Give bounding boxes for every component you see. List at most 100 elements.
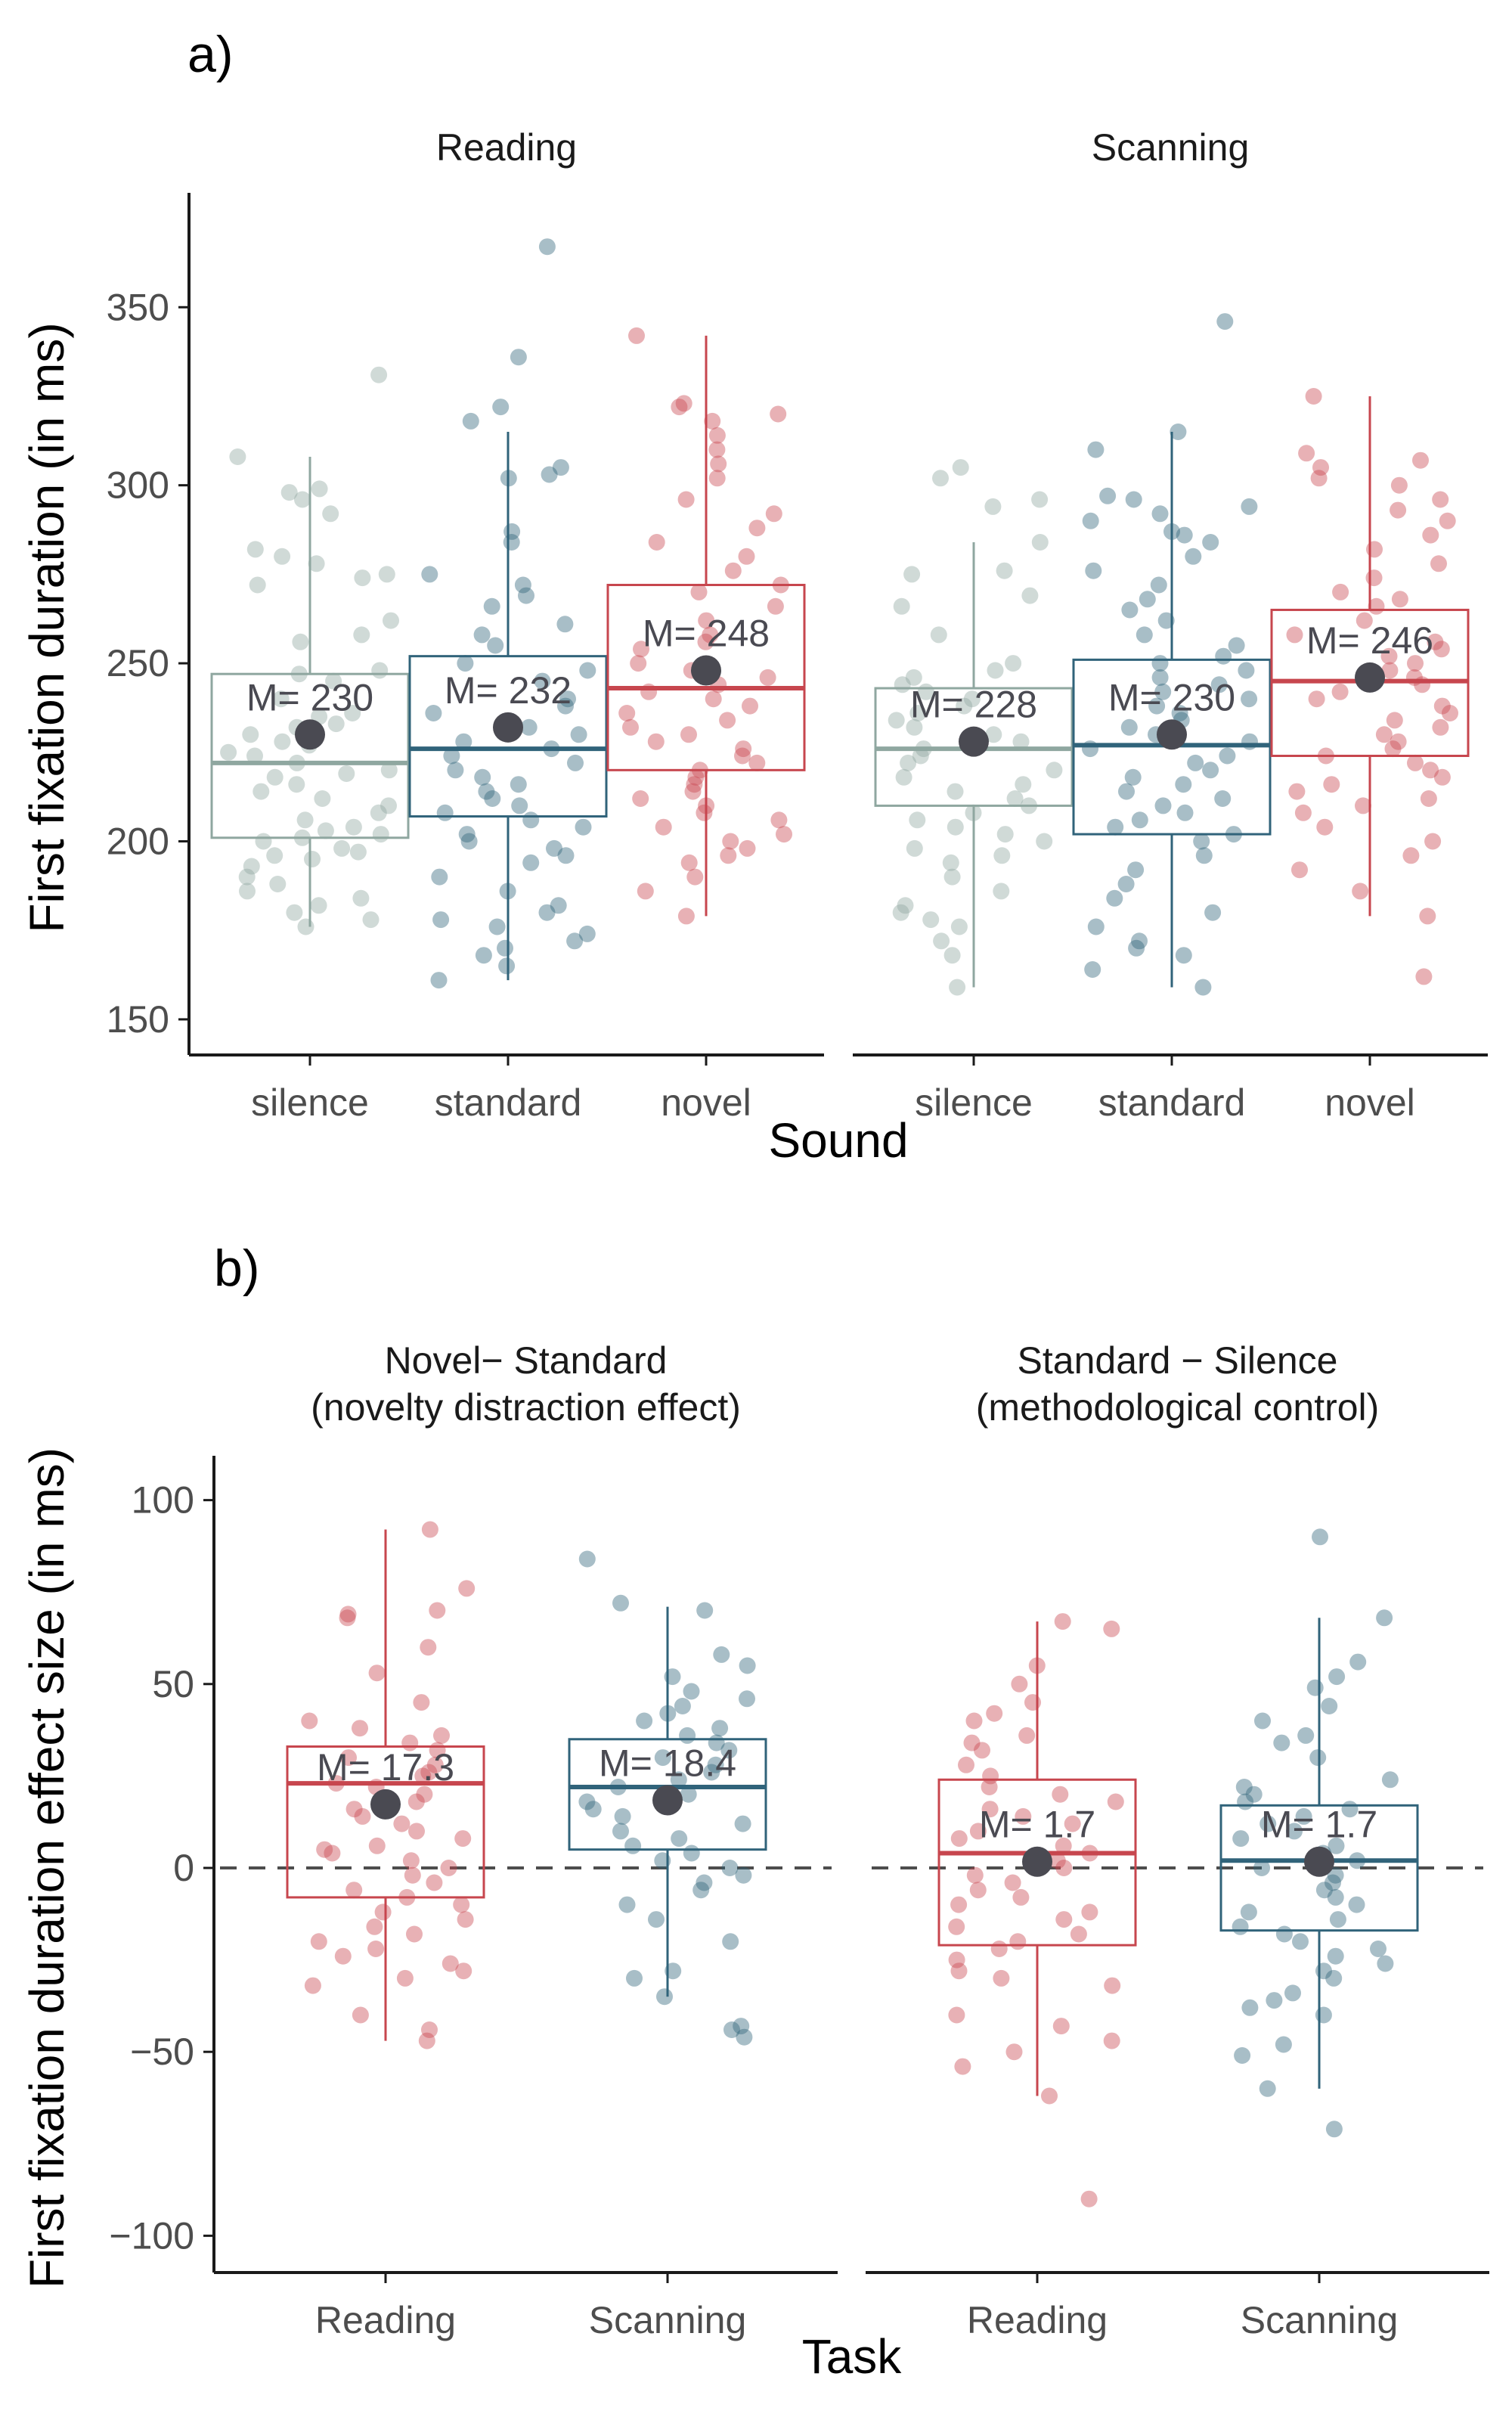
data-point	[696, 1602, 714, 1619]
data-point	[1107, 1793, 1124, 1810]
data-point	[711, 1720, 729, 1737]
data-point	[378, 566, 395, 583]
data-point	[702, 626, 719, 644]
data-point	[704, 412, 721, 430]
data-point	[671, 399, 688, 416]
data-point	[626, 1969, 643, 1987]
data-point	[974, 1742, 990, 1759]
data-point	[1163, 523, 1180, 540]
data-point	[253, 783, 270, 800]
data-point	[686, 868, 704, 886]
data-point	[1412, 451, 1429, 469]
data-point	[952, 459, 969, 476]
data-point	[1419, 908, 1436, 925]
data-point	[339, 1609, 356, 1627]
data-point	[765, 505, 782, 523]
data-point	[1055, 1860, 1073, 1876]
data-point	[366, 1918, 383, 1935]
data-point	[770, 811, 788, 829]
x-tick-label: standard	[435, 1081, 582, 1124]
data-point	[677, 491, 695, 508]
data-point	[340, 1749, 357, 1767]
data-point	[1254, 1712, 1271, 1730]
data-point	[1422, 762, 1439, 779]
data-point	[421, 566, 438, 583]
data-point	[905, 669, 922, 686]
data-point	[440, 1860, 457, 1876]
mean-point	[691, 655, 721, 686]
data-point	[996, 826, 1014, 843]
data-point	[503, 534, 520, 551]
data-point	[1157, 612, 1175, 629]
data-point	[993, 1969, 1010, 1987]
data-point	[965, 1712, 983, 1730]
data-point	[1232, 1830, 1250, 1848]
data-point	[986, 1705, 1003, 1722]
data-point	[677, 908, 695, 925]
data-point	[541, 466, 558, 483]
data-point	[333, 839, 351, 857]
data-point	[948, 1918, 965, 1935]
data-point	[687, 768, 705, 786]
data-point	[1193, 833, 1210, 850]
data-point	[958, 1756, 974, 1773]
data-point	[618, 705, 636, 721]
x-tick-label: novel	[1325, 1081, 1415, 1124]
data-point	[269, 876, 287, 892]
data-point	[443, 747, 460, 765]
mean-label: M= 230	[1108, 676, 1235, 718]
data-point	[1085, 562, 1102, 579]
data-point	[311, 480, 328, 498]
data-point	[1316, 818, 1334, 836]
data-point	[1124, 768, 1142, 786]
mean-label: M= 17.3	[317, 1746, 454, 1789]
mean-point	[1355, 662, 1385, 693]
data-point	[632, 790, 649, 807]
data-point	[675, 395, 692, 412]
data-point	[274, 733, 291, 750]
y-tick-label: 250	[107, 642, 169, 684]
data-point	[933, 932, 950, 950]
data-point	[1306, 1679, 1324, 1696]
y-axis-title: First fixation duration (in ms)	[20, 322, 74, 932]
data-point	[1021, 587, 1039, 604]
data-point	[930, 626, 947, 644]
data-point	[304, 1977, 321, 1994]
data-point	[614, 1807, 631, 1825]
x-axis-title: Sound	[768, 1113, 908, 1168]
data-point	[1175, 947, 1192, 964]
data-point	[487, 637, 504, 654]
data-point	[500, 470, 517, 487]
data-point	[739, 1690, 755, 1708]
data-point	[984, 498, 1002, 515]
y-tick-label: 350	[107, 286, 169, 328]
data-point	[447, 762, 464, 779]
data-point	[522, 811, 540, 829]
data-point	[1390, 501, 1407, 519]
data-point	[1415, 968, 1433, 985]
data-point	[686, 776, 703, 793]
box	[286, 1745, 485, 1899]
data-point	[556, 616, 574, 633]
data-point	[683, 1844, 700, 1862]
data-point	[420, 1639, 437, 1656]
data-point	[1151, 505, 1169, 523]
data-point	[1331, 683, 1349, 700]
data-point	[367, 1941, 385, 1957]
data-point	[1286, 626, 1303, 644]
data-point	[1376, 1609, 1393, 1627]
x-tick-label: novel	[661, 1081, 751, 1124]
data-point	[421, 1521, 438, 1538]
data-point	[1430, 555, 1447, 572]
data-point	[622, 718, 639, 736]
data-point	[1104, 1977, 1121, 1994]
data-point	[266, 768, 284, 786]
data-point	[736, 2028, 753, 2046]
data-point	[950, 1830, 968, 1848]
data-point	[684, 783, 702, 800]
data-point	[1194, 979, 1212, 996]
data-point	[442, 1955, 459, 1972]
data-point	[1315, 1882, 1333, 1899]
data-point	[969, 1882, 987, 1899]
data-point	[1355, 797, 1371, 814]
